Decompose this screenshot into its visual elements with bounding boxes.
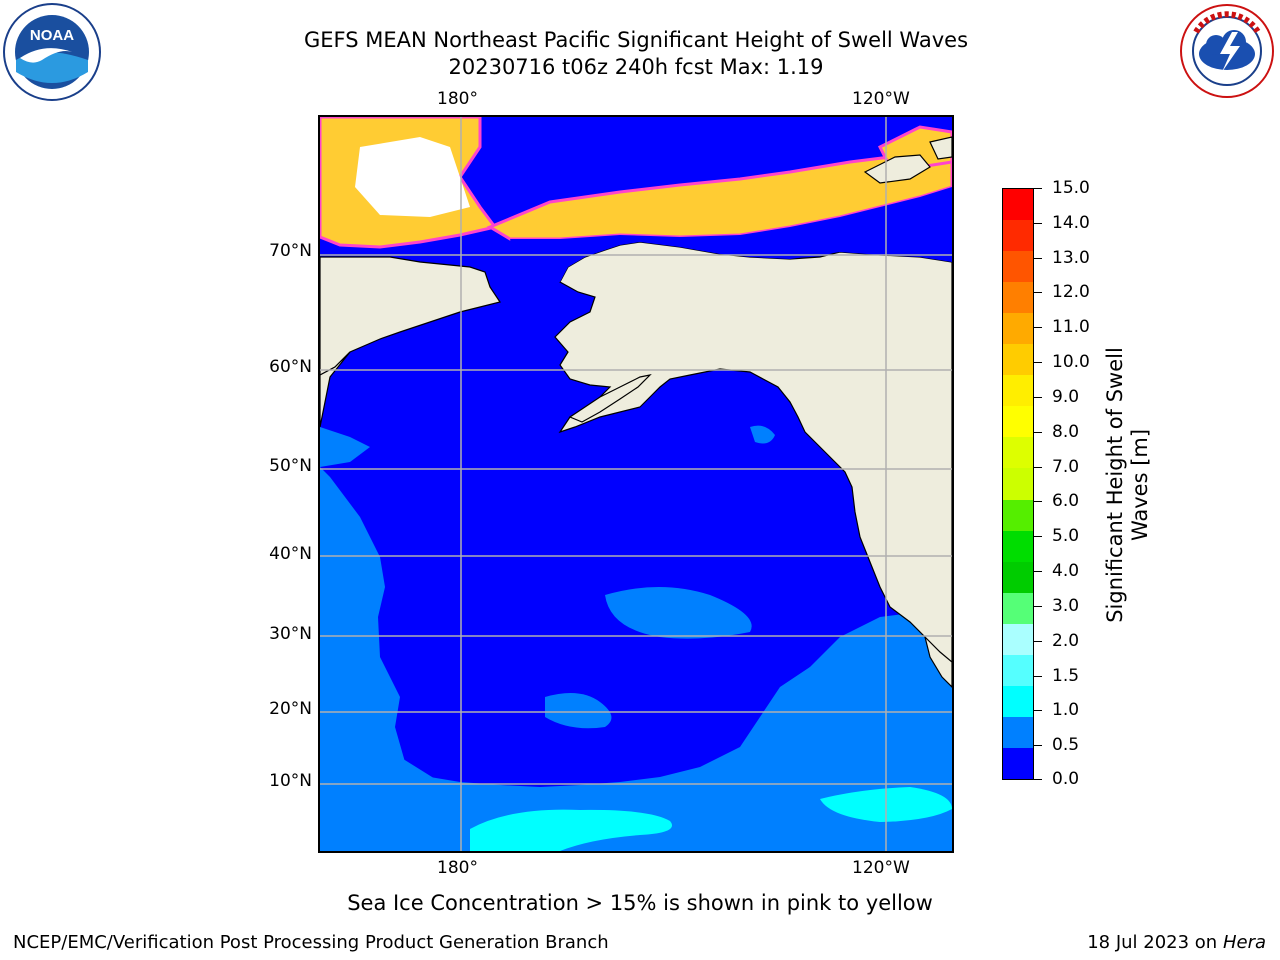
land-kamchatka <box>320 351 351 428</box>
colorbar-segment <box>1003 530 1033 563</box>
colorbar-tick-label: 11.0 <box>1052 317 1090 338</box>
colorbar-tick-label: 3.0 <box>1052 595 1080 616</box>
colorbar-segment <box>1003 406 1033 438</box>
colorbar-tick <box>1034 431 1042 433</box>
colorbar-tick-label: 5.0 <box>1052 526 1080 547</box>
colorbar-axis-title-line1: Significant Height of Swell <box>1103 347 1127 623</box>
colorbar-tick-label: 14.0 <box>1052 212 1090 233</box>
colorbar-tick <box>1034 257 1042 259</box>
ocean-patch-center <box>605 587 752 639</box>
lat-label-70n: 70°N <box>269 241 312 261</box>
colorbar-segment <box>1003 437 1033 469</box>
colorbar-tick <box>1034 605 1042 607</box>
lon-label-bottom-180: 180° <box>437 858 478 878</box>
lat-label-50n: 50°N <box>269 456 312 476</box>
colorbar-tick <box>1034 501 1042 503</box>
ocean-beaufort-strip <box>510 187 952 282</box>
ocean-patch-sw <box>320 637 620 851</box>
colorbar-segment <box>1003 313 1033 345</box>
colorbar-axis-title-line2: Waves [m] <box>1128 428 1152 542</box>
colorbar <box>1002 188 1034 780</box>
colorbar-segment <box>1003 654 1033 687</box>
lon-label-top-180: 180° <box>437 89 478 109</box>
ocean-cyan-south <box>470 809 672 851</box>
colorbar-tick <box>1034 571 1042 573</box>
colorbar-tick-label: 12.0 <box>1052 282 1090 303</box>
graticule <box>320 117 952 851</box>
colorbar-tick <box>1034 536 1042 538</box>
colorbar-tick <box>1034 640 1042 642</box>
colorbar-tick-label: 15.0 <box>1052 178 1090 198</box>
colorbar-tick <box>1034 675 1042 677</box>
footer-left: NCEP/EMC/Verification Post Processing Pr… <box>13 932 609 953</box>
colorbar-segment <box>1003 468 1033 501</box>
noaa-logo-text: NOAA <box>30 27 74 44</box>
colorbar-segment <box>1003 747 1033 780</box>
colorbar-segment <box>1003 592 1033 625</box>
footer-date: 18 Jul 2023 on <box>1087 932 1223 953</box>
colorbar-tick <box>1034 188 1042 189</box>
colorbar-tick-label: 7.0 <box>1052 456 1080 477</box>
sea-ice-open-white <box>355 137 470 217</box>
chart-title-line2: 20230716 t06z 240h fcst Max: 1.19 <box>448 55 824 79</box>
footer-host: Hera <box>1222 932 1266 953</box>
ocean-patch-east-small <box>750 425 775 444</box>
ocean-patch-hawaii <box>545 693 612 729</box>
colorbar-segment <box>1003 685 1033 718</box>
colorbar-tick-label: 2.0 <box>1052 630 1080 651</box>
colorbar-segment <box>1003 716 1033 749</box>
ocean-patch-north <box>320 427 370 467</box>
lat-label-40n: 40°N <box>269 544 312 564</box>
sea-ice-arctic-east <box>486 145 952 241</box>
colorbar-segment <box>1003 220 1033 252</box>
colorbar-segment <box>1003 623 1033 656</box>
colorbar-segment <box>1003 189 1033 221</box>
colorbar-tick-label: 0.5 <box>1052 735 1080 756</box>
noaa-logo: NOAA <box>2 2 102 102</box>
colorbar-tick-label: 1.5 <box>1052 665 1080 686</box>
colorbar-tick-label: 8.0 <box>1052 421 1080 442</box>
colorbar-tick <box>1034 292 1042 294</box>
colorbar-segment <box>1003 251 1033 283</box>
lon-label-top-120w: 120°W <box>852 89 910 109</box>
sea-ice-caption: Sea Ice Concentration > 15% is shown in … <box>347 891 933 915</box>
colorbar-tick <box>1034 745 1042 747</box>
map-svg <box>320 117 952 851</box>
colorbar-tick-label: 4.0 <box>1052 561 1080 582</box>
colorbar-tick-label: 1.0 <box>1052 700 1080 721</box>
lat-label-20n: 20°N <box>269 699 312 719</box>
colorbar-segment <box>1003 282 1033 314</box>
colorbar-tick-label: 10.0 <box>1052 352 1090 373</box>
chart-title-line1: GEFS MEAN Northeast Pacific Significant … <box>303 28 969 52</box>
lon-label-bottom-120w: 120°W <box>852 858 910 878</box>
land-north-america <box>554 241 952 688</box>
colorbar-segment <box>1003 344 1033 376</box>
colorbar-tick-label: 0.0 <box>1052 769 1080 789</box>
colorbar-segment <box>1003 561 1033 594</box>
colorbar-axis-title: Significant Height of Swell Waves [m] <box>1103 347 1153 623</box>
colorbar-tick <box>1034 327 1042 329</box>
lat-label-10n: 10°N <box>269 771 312 791</box>
colorbar-tick <box>1034 222 1042 224</box>
colorbar-tick-label: 9.0 <box>1052 386 1080 407</box>
colorbar-tick-label: 13.0 <box>1052 247 1090 268</box>
colorbar-tick-label: 6.0 <box>1052 491 1080 512</box>
colorbar-tick <box>1034 362 1042 364</box>
lat-label-30n: 30°N <box>269 624 312 644</box>
colorbar-segment <box>1003 375 1033 407</box>
colorbar-tick <box>1034 466 1042 468</box>
nws-logo <box>1176 2 1278 100</box>
colorbar-tick <box>1034 779 1042 780</box>
land-baja <box>923 635 952 688</box>
lat-label-60n: 60°N <box>269 357 312 377</box>
colorbar-tick <box>1034 396 1042 398</box>
land-alaska-peninsula <box>568 374 652 423</box>
map-panel <box>318 115 954 853</box>
colorbar-segment <box>1003 499 1033 532</box>
colorbar-tick <box>1034 710 1042 712</box>
footer-right: 18 Jul 2023 on Hera <box>1087 932 1266 953</box>
